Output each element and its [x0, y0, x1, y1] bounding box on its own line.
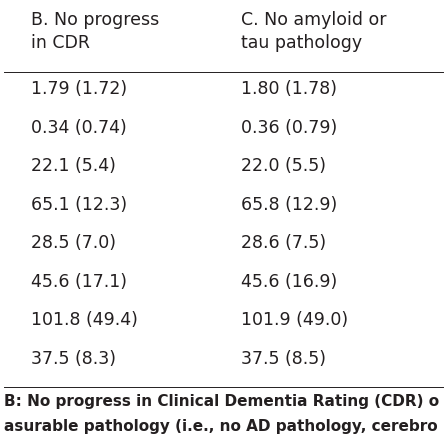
Text: 65.1 (12.3): 65.1 (12.3)	[31, 196, 127, 214]
Text: 45.6 (16.9): 45.6 (16.9)	[241, 273, 337, 291]
Text: B: No progress in Clinical Dementia Rating (CDR) o: B: No progress in Clinical Dementia Rati…	[4, 394, 439, 409]
Text: 101.9 (49.0): 101.9 (49.0)	[241, 311, 349, 329]
Text: C. No amyloid or
tau pathology: C. No amyloid or tau pathology	[241, 11, 387, 52]
Text: 28.6 (7.5): 28.6 (7.5)	[241, 234, 326, 252]
Text: 37.5 (8.3): 37.5 (8.3)	[31, 350, 116, 367]
Text: 65.8 (12.9): 65.8 (12.9)	[241, 196, 337, 214]
Text: 22.1 (5.4): 22.1 (5.4)	[31, 157, 116, 175]
Text: 0.34 (0.74): 0.34 (0.74)	[31, 119, 127, 137]
Text: 28.5 (7.0): 28.5 (7.0)	[31, 234, 116, 252]
Text: asurable pathology (i.e., no AD pathology, cerebro: asurable pathology (i.e., no AD patholog…	[4, 419, 438, 434]
Text: 37.5 (8.5): 37.5 (8.5)	[241, 350, 326, 367]
Text: 22.0 (5.5): 22.0 (5.5)	[241, 157, 326, 175]
Text: B. No progress
in CDR: B. No progress in CDR	[31, 11, 160, 52]
Text: 1.80 (1.78): 1.80 (1.78)	[241, 80, 337, 98]
Text: 101.8 (49.4): 101.8 (49.4)	[31, 311, 138, 329]
Text: 1.79 (1.72): 1.79 (1.72)	[31, 80, 127, 98]
Text: 45.6 (17.1): 45.6 (17.1)	[31, 273, 127, 291]
Text: 0.36 (0.79): 0.36 (0.79)	[241, 119, 337, 137]
